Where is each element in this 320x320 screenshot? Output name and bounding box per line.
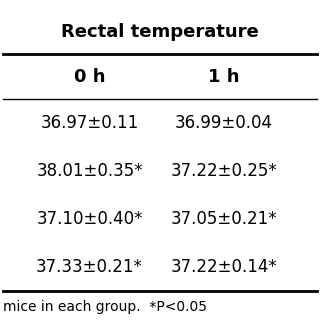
Text: 37.22±0.14*: 37.22±0.14* <box>171 258 277 276</box>
Text: 36.97±0.11: 36.97±0.11 <box>40 114 139 132</box>
Text: Rectal temperature: Rectal temperature <box>61 23 259 41</box>
Text: mice in each group.  *P<0.05: mice in each group. *P<0.05 <box>3 300 207 314</box>
Text: 38.01±0.35*: 38.01±0.35* <box>36 162 143 180</box>
Text: 37.22±0.25*: 37.22±0.25* <box>171 162 277 180</box>
Text: 37.05±0.21*: 37.05±0.21* <box>171 210 277 228</box>
Text: 1 h: 1 h <box>208 68 240 86</box>
Text: 37.10±0.40*: 37.10±0.40* <box>36 210 143 228</box>
Text: 36.99±0.04: 36.99±0.04 <box>175 114 273 132</box>
Text: 0 h: 0 h <box>74 68 105 86</box>
Text: 37.33±0.21*: 37.33±0.21* <box>36 258 143 276</box>
